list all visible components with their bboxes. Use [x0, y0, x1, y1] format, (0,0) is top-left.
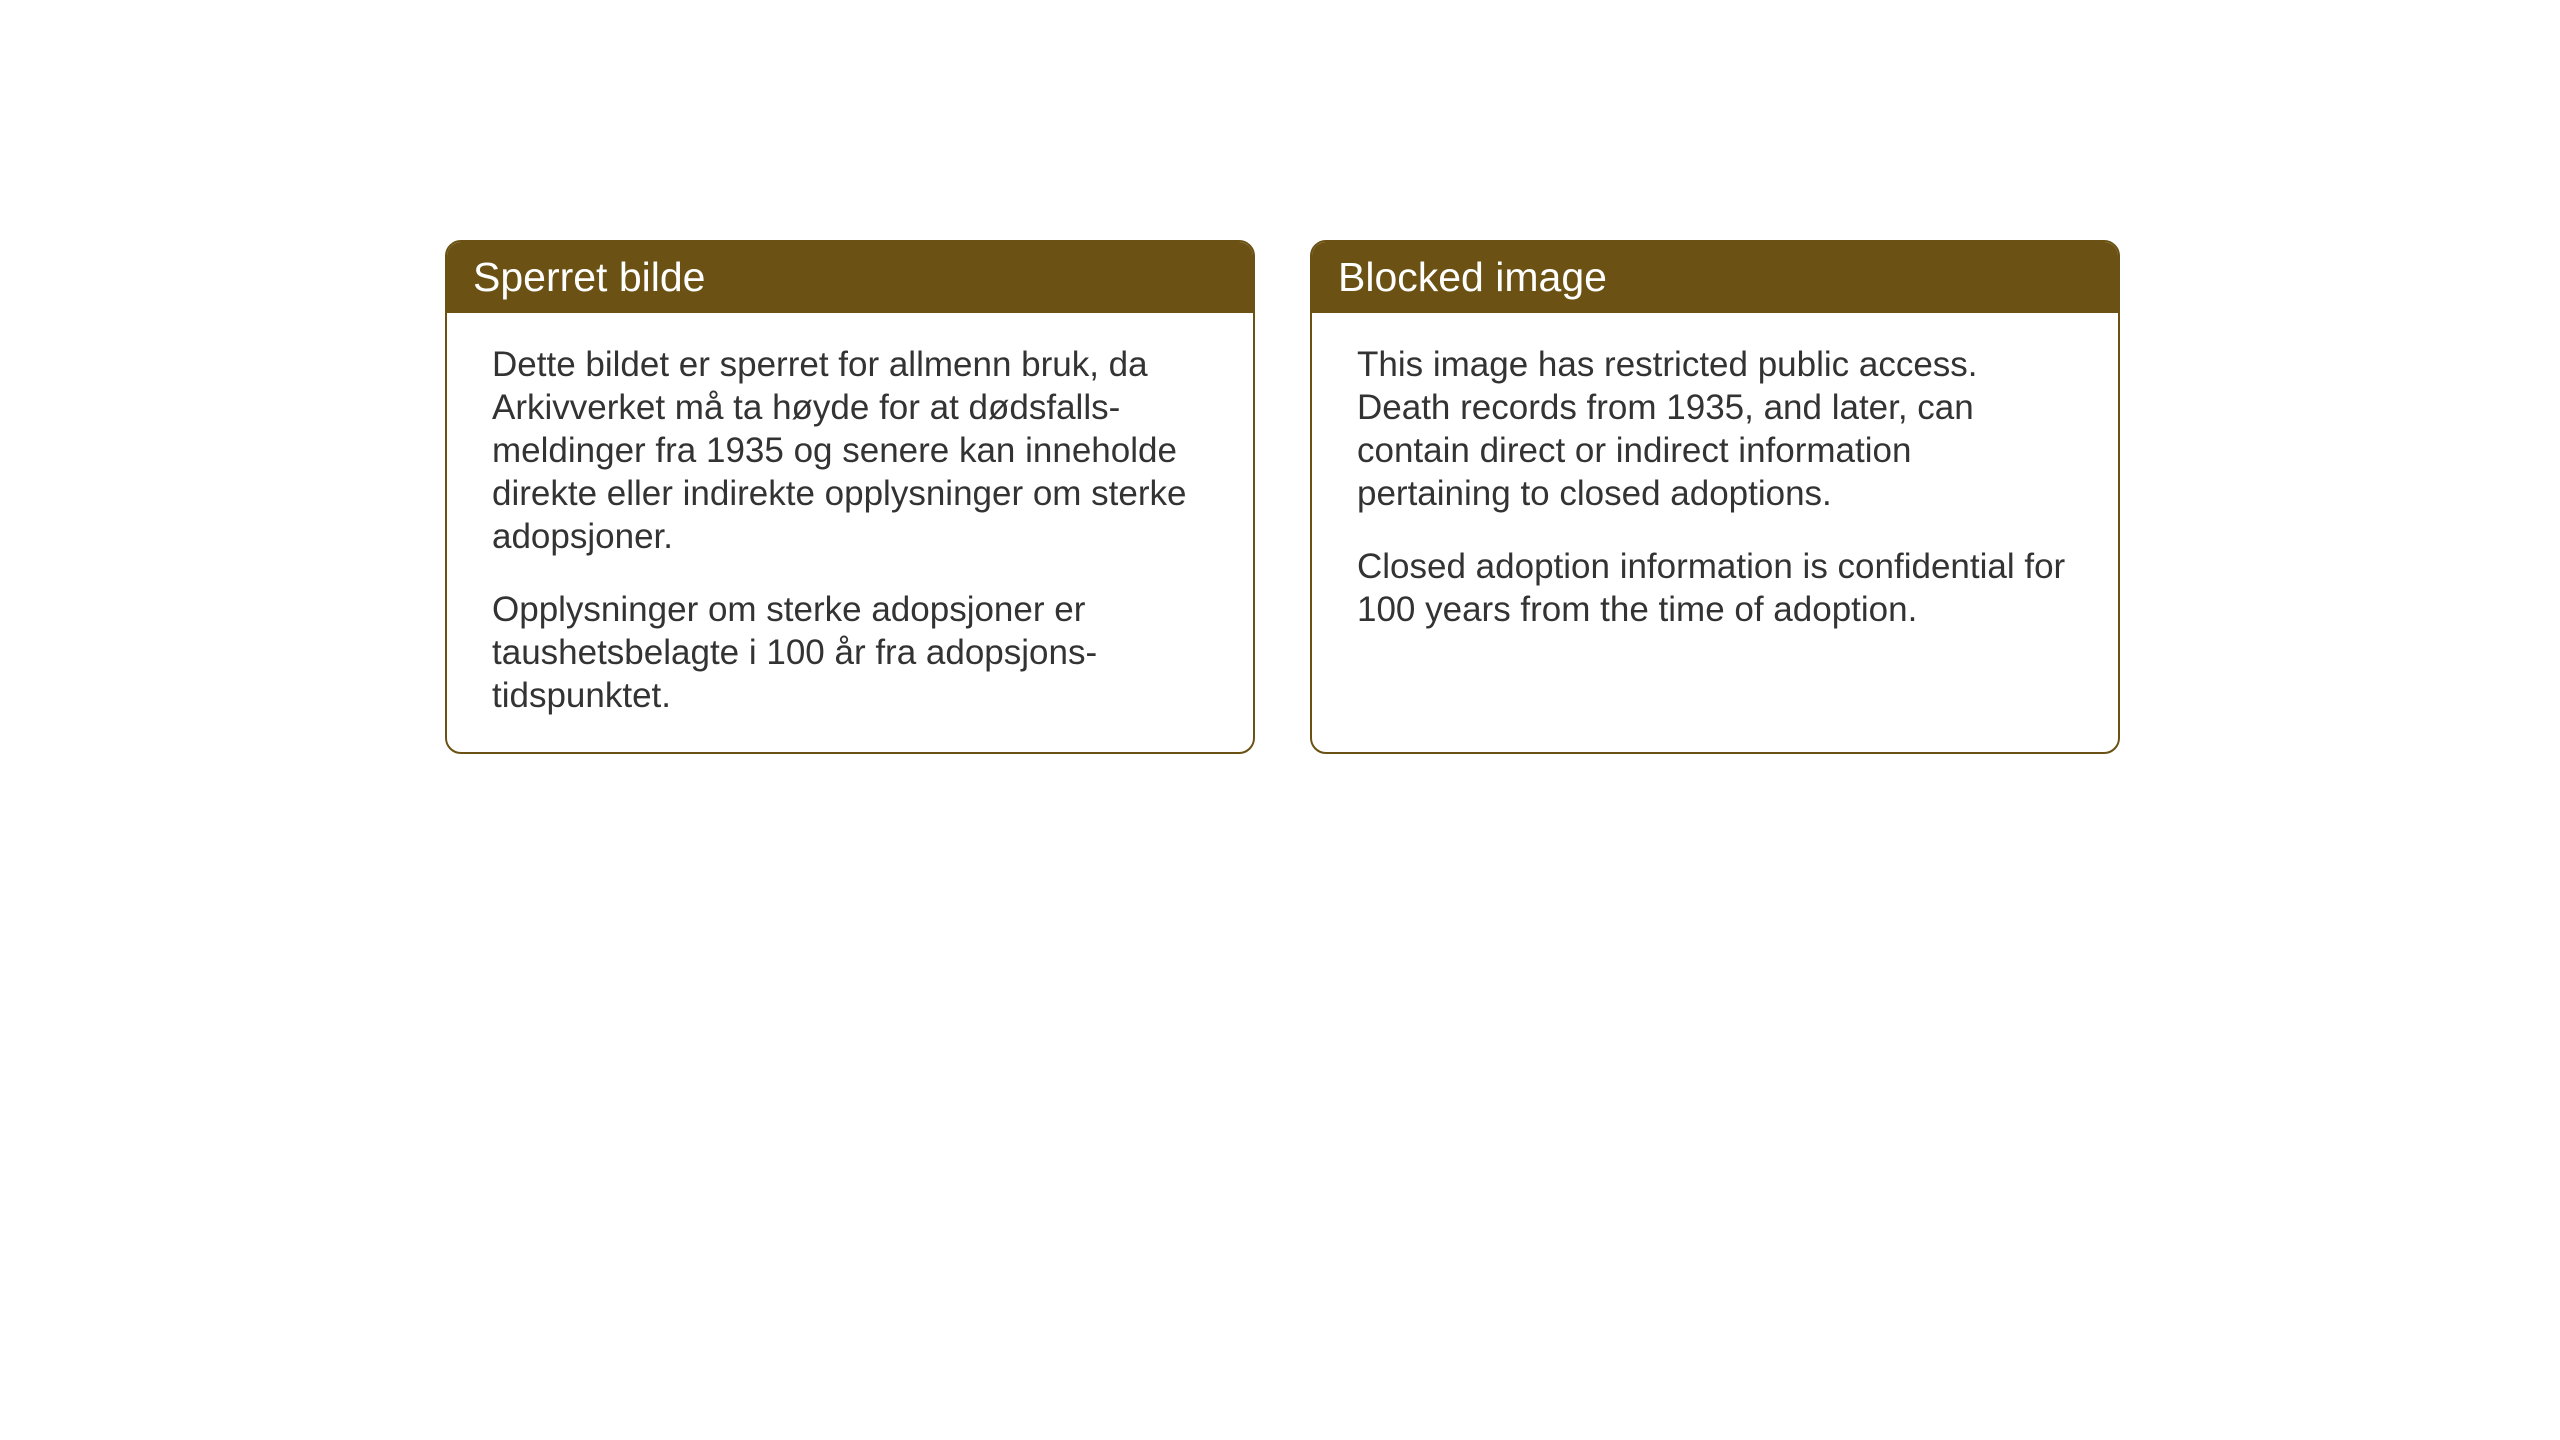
card-title: Sperret bilde: [473, 254, 705, 300]
card-header-english: Blocked image: [1312, 242, 2118, 313]
card-paragraph: Closed adoption information is confident…: [1357, 545, 2073, 631]
card-paragraph: Opplysninger om sterke adopsjoner er tau…: [492, 588, 1208, 717]
cards-container: Sperret bilde Dette bildet er sperret fo…: [445, 240, 2120, 754]
card-body-norwegian: Dette bildet er sperret for allmenn bruk…: [447, 313, 1253, 752]
card-header-norwegian: Sperret bilde: [447, 242, 1253, 313]
card-english: Blocked image This image has restricted …: [1310, 240, 2120, 754]
card-paragraph: Dette bildet er sperret for allmenn bruk…: [492, 343, 1208, 558]
card-paragraph: This image has restricted public access.…: [1357, 343, 2073, 515]
card-title: Blocked image: [1338, 254, 1607, 300]
card-norwegian: Sperret bilde Dette bildet er sperret fo…: [445, 240, 1255, 754]
card-body-english: This image has restricted public access.…: [1312, 313, 2118, 666]
